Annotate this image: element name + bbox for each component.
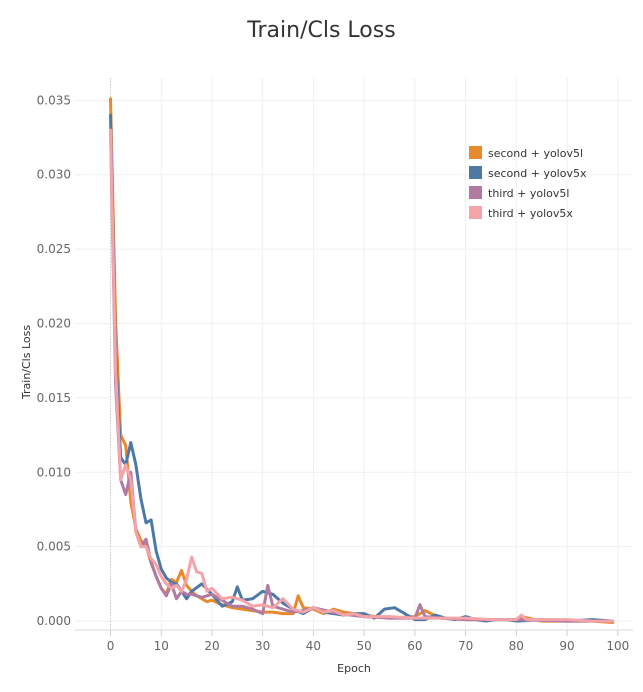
y-tick-label: 0.015 xyxy=(37,391,71,405)
legend-swatch xyxy=(469,186,482,199)
x-tick-label: 80 xyxy=(509,639,524,653)
legend: second + yolov5l second + yolov5x third + … xyxy=(469,146,587,220)
x-tick-label: 60 xyxy=(407,639,422,653)
series-line-third-yolov5x xyxy=(109,128,615,623)
legend-swatch xyxy=(469,166,482,179)
legend-label: third + yolov5l xyxy=(488,187,569,200)
y-tick-label: 0.030 xyxy=(37,168,71,182)
y-tick-label: 0.035 xyxy=(37,93,71,107)
series-line-third-yolov5l xyxy=(109,128,615,623)
y-tick-label: 0.025 xyxy=(37,242,71,256)
grid xyxy=(75,78,633,630)
x-tick-label: 30 xyxy=(255,639,270,653)
x-tick-label: 100 xyxy=(606,639,629,653)
x-tick-label: 0 xyxy=(107,639,115,653)
y-tick-label: 0.010 xyxy=(37,465,71,479)
x-tick-label: 90 xyxy=(559,639,574,653)
x-tick-label: 70 xyxy=(458,639,473,653)
y-tick-label: 0.005 xyxy=(37,540,71,554)
y-axis-label: Train/Cls Loss xyxy=(20,325,33,400)
y-tick-label: 0.000 xyxy=(37,614,71,628)
legend-label: second + yolov5x xyxy=(488,167,587,180)
x-tick-label: 50 xyxy=(357,639,372,653)
series-lines xyxy=(109,97,615,625)
x-tick-label: 10 xyxy=(154,639,169,653)
axes: 0 10 20 30 40 50 60 70 80 90 100 0.000 0.005 0.010 0.0… xyxy=(37,78,633,653)
legend-label: third + yolov5x xyxy=(488,207,573,220)
chart-title: Train/Cls Loss xyxy=(247,18,396,43)
x-tick-label: 20 xyxy=(204,639,219,653)
y-tick-label: 0.020 xyxy=(37,316,71,330)
legend-swatch xyxy=(469,206,482,219)
x-axis-label: Epoch xyxy=(337,662,371,675)
x-tick-label: 40 xyxy=(306,639,321,653)
legend-label: second + yolov5l xyxy=(488,147,583,160)
legend-swatch xyxy=(469,146,482,159)
